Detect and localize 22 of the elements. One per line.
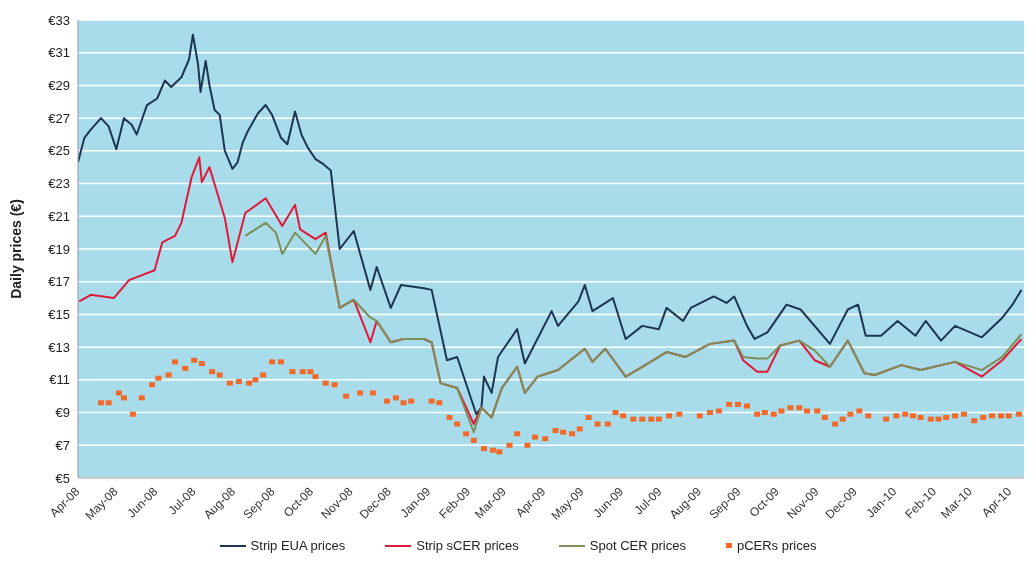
- y-tick-label: €11: [49, 372, 70, 388]
- y-tick-label: €9: [55, 405, 70, 421]
- legend-label: Strip EUA prices: [250, 538, 346, 553]
- legend-label: Spot CER prices: [589, 538, 686, 553]
- y-tick-label: €25: [48, 143, 70, 159]
- y-tick-label: €23: [48, 176, 70, 192]
- legend-label: Strip sCER prices: [416, 538, 519, 553]
- y-tick-label: €13: [48, 339, 70, 355]
- line-series: [78, 33, 1023, 416]
- line-series: [244, 221, 1023, 434]
- legend-label: pCERs prices: [736, 538, 817, 553]
- y-tick-label: €29: [48, 78, 70, 94]
- y-tick-label: €5: [55, 470, 70, 486]
- y-tick-label: €33: [48, 12, 70, 28]
- y-tick-label: €19: [48, 241, 70, 257]
- y-tick-label: €7: [55, 437, 70, 453]
- y-tick-label: €15: [48, 307, 70, 323]
- y-tick-label: €21: [48, 208, 70, 224]
- y-tick-label: €27: [48, 110, 70, 126]
- y-tick-label: €17: [48, 274, 70, 290]
- y-tick-label: €31: [48, 45, 70, 61]
- y-axis-title: Daily prices (€): [7, 199, 24, 299]
